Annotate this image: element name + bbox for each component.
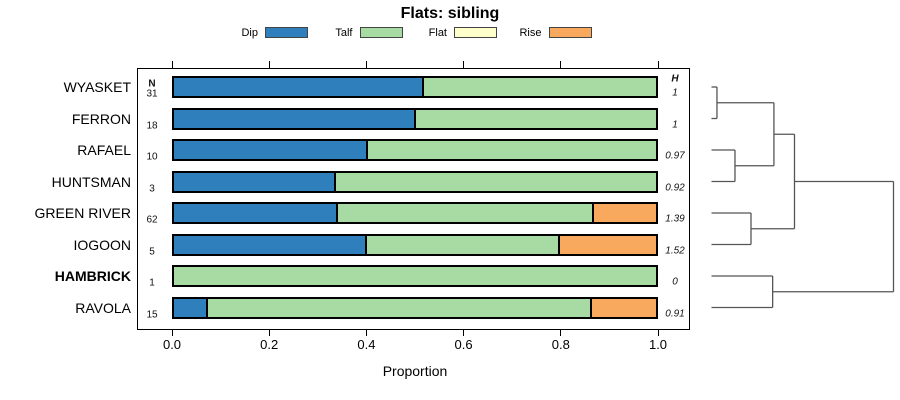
bar-segment-talf	[338, 204, 595, 222]
h-value: 1	[672, 87, 678, 99]
legend-label-flat: Flat	[428, 27, 447, 39]
bar-row	[172, 296, 658, 319]
row-label: FERRON	[71, 110, 131, 127]
h-column-header: H	[671, 73, 679, 85]
h-value: 0	[672, 276, 678, 288]
legend-swatch-talf	[359, 27, 403, 38]
bar-segment-talf	[367, 235, 561, 254]
n-value: 1	[149, 277, 155, 289]
legend-swatch-rise	[548, 27, 592, 38]
axis-tick-top	[171, 61, 173, 68]
h-value: 0.92	[665, 182, 685, 193]
bar-row	[172, 76, 658, 98]
bar-segment-dip	[174, 204, 339, 222]
x-axis-title: Proportion	[382, 363, 448, 379]
legend-swatch-dip	[265, 27, 308, 38]
axis-tick-bottom	[560, 330, 562, 336]
bar-segment-talf	[423, 78, 656, 96]
axis-tick-bottom	[268, 330, 270, 336]
bar-row	[172, 265, 658, 287]
row-label: RAFAEL	[77, 142, 131, 158]
axis-tick-top	[463, 61, 465, 68]
h-value: 1.52	[665, 245, 685, 256]
legend-swatch-flat	[454, 27, 497, 38]
bar-row	[172, 202, 658, 224]
chart-title: Flats: sibling	[400, 5, 500, 22]
h-value: 1	[672, 119, 678, 130]
row-label: GREEN RIVER	[34, 205, 131, 221]
h-value: 1.39	[665, 213, 685, 225]
bar-segment-talf	[174, 267, 656, 285]
plot-area-border	[137, 68, 690, 330]
legend-label-rise: Rise	[519, 27, 542, 39]
bar-segment-rise	[592, 298, 657, 317]
n-value: 15	[146, 309, 158, 320]
axis-tick-top	[268, 61, 270, 68]
bar-segment-rise	[594, 204, 656, 222]
bar-segment-rise	[560, 235, 656, 254]
n-value: 3	[149, 183, 155, 194]
h-value: 0.97	[665, 150, 685, 162]
axis-tick-bottom	[365, 330, 367, 336]
bar-segment-talf	[208, 298, 593, 317]
bar-segment-dip	[174, 298, 209, 317]
bar-segment-talf	[416, 109, 656, 128]
row-label: HAMBRICK	[54, 268, 131, 284]
bar-row	[172, 233, 658, 256]
bar-segment-talf	[335, 172, 656, 191]
n-value: 18	[146, 120, 158, 131]
bar-segment-dip	[174, 78, 424, 96]
bar-segment-dip	[174, 172, 336, 191]
bar-segment-dip	[174, 235, 368, 254]
row-label: IOGOON	[73, 236, 131, 253]
n-column-header: N	[148, 78, 156, 90]
bar-segment-dip	[174, 109, 416, 128]
h-value: 0.91	[665, 308, 685, 319]
axis-tick-bottom	[657, 330, 659, 336]
axis-tick-top	[365, 61, 367, 68]
legend-label-talf: Talf	[335, 27, 353, 39]
axis-tick-label: 1.0	[648, 337, 668, 352]
row-label: RAVOLA	[75, 299, 131, 316]
bar-row	[172, 139, 658, 161]
axis-tick-label: 0.8	[551, 337, 570, 352]
axis-tick-label: 0.2	[260, 337, 279, 352]
axis-tick-top	[657, 61, 659, 68]
n-value: 31	[146, 88, 158, 100]
axis-tick-top	[560, 61, 562, 68]
bar-row	[172, 107, 658, 130]
bar-segment-dip	[174, 141, 368, 159]
bar-row	[172, 170, 658, 193]
axis-tick-label: 0.4	[357, 337, 376, 352]
row-label: HUNTSMAN	[51, 173, 131, 190]
axis-tick-label: 0.0	[162, 337, 182, 352]
axis-tick-bottom	[463, 330, 465, 336]
n-value: 5	[149, 246, 155, 257]
legend: Dip Talf Flat Rise	[0, 0, 900, 46]
legend-label-dip: Dip	[241, 27, 258, 39]
axis-tick-bottom	[171, 330, 173, 336]
n-value: 62	[146, 214, 158, 226]
axis-tick-label: 0.6	[454, 337, 473, 352]
n-value: 10	[146, 151, 158, 163]
bar-segment-talf	[368, 141, 656, 159]
row-label: WYASKET	[63, 79, 131, 95]
